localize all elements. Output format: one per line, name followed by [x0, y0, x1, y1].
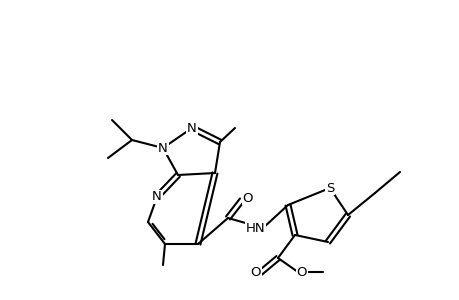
- Text: O: O: [242, 191, 253, 205]
- Text: N: N: [158, 142, 168, 154]
- Text: N: N: [187, 122, 196, 134]
- Text: N: N: [152, 190, 162, 203]
- Text: S: S: [325, 182, 333, 194]
- Text: O: O: [296, 266, 307, 278]
- Text: HN: HN: [245, 221, 264, 235]
- Text: O: O: [250, 266, 261, 280]
